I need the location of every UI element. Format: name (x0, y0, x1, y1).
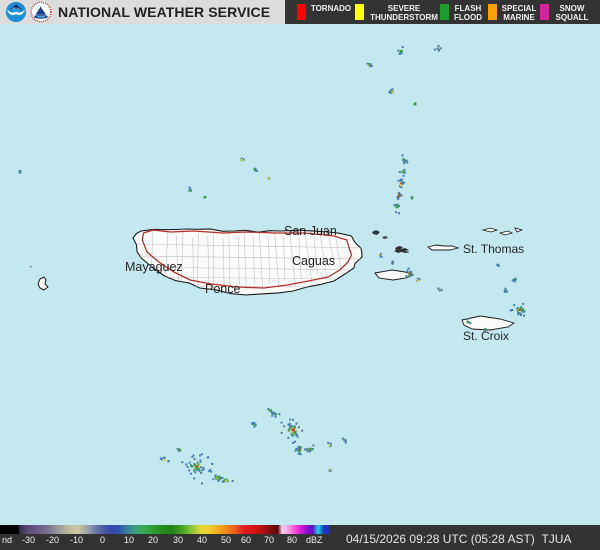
svg-text:Ponce: Ponce (205, 282, 240, 296)
svg-text:San Juan: San Juan (284, 224, 337, 238)
svg-text:Mayaguez: Mayaguez (125, 260, 183, 274)
svg-text:St. Thomas: St. Thomas (463, 242, 524, 256)
svg-text:Caguas: Caguas (292, 254, 335, 268)
